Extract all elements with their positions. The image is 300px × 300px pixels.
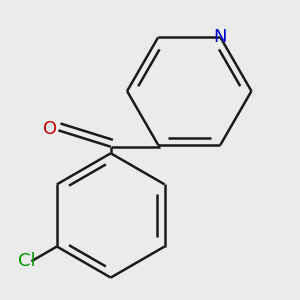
Text: O: O xyxy=(43,120,57,138)
Text: N: N xyxy=(214,28,227,46)
Text: Cl: Cl xyxy=(18,252,35,270)
